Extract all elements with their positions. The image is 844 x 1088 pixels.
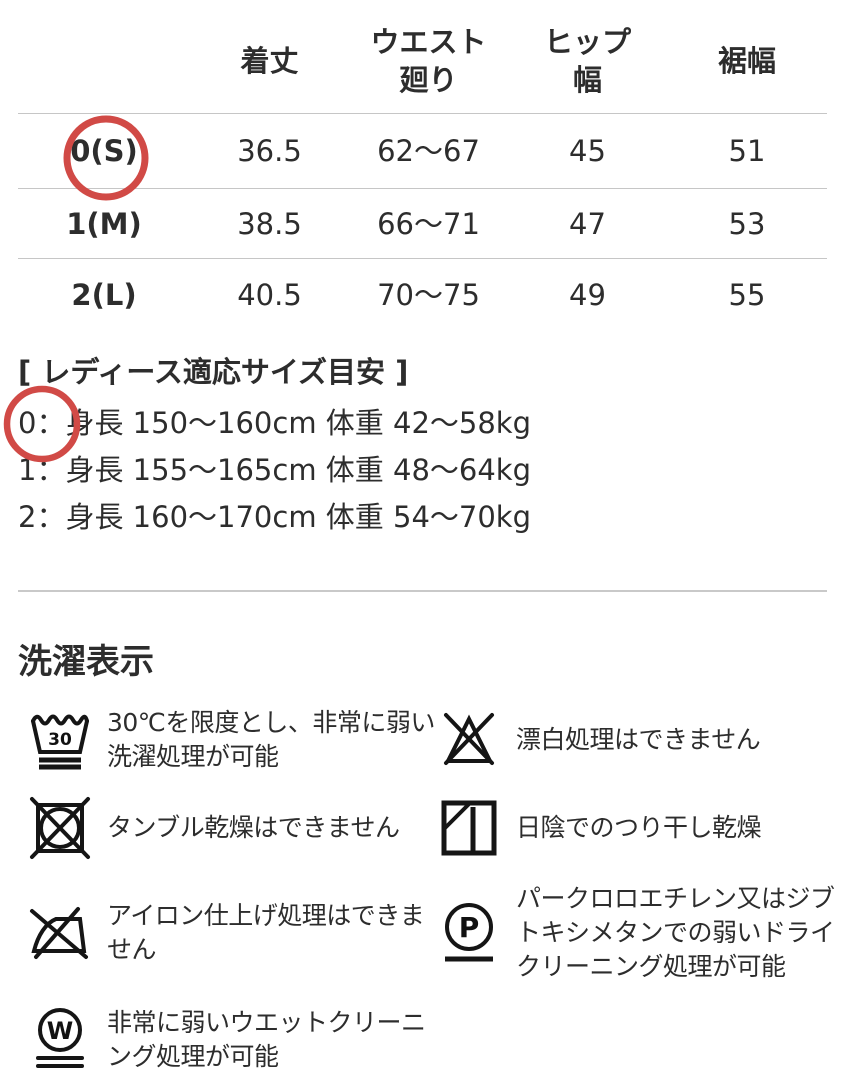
table-row-size-0s: 0(S) 36.5 62〜67 45 51 (18, 113, 827, 188)
waist-value: 62〜67 (377, 134, 480, 168)
care-item-no-iron: アイロン仕上げ処理はできません (28, 899, 437, 967)
no-tumble-dry-icon (30, 797, 90, 859)
size-chart-page: 着丈 ウエスト 廻り ヒップ 幅 裾幅 0(S) 36.5 62〜67 45 5… (0, 8, 844, 1088)
header-hem: 裾幅 (717, 43, 776, 78)
care-label: アイロン仕上げ処理はできません (107, 901, 425, 964)
header-waist: ウエスト 廻り (370, 24, 487, 97)
care-item-no-tumble-dry: タンブル乾燥はできません (28, 796, 437, 860)
svg-text:P: P (459, 911, 480, 944)
table-row-size-2l: 2(L) 40.5 70〜75 49 55 (18, 258, 827, 330)
care-label: 非常に弱いウエットクリーニング処理が可能 (107, 1008, 426, 1071)
hem-value: 53 (728, 206, 766, 241)
size-label: 2(L) (71, 277, 137, 312)
length-value: 38.5 (237, 206, 302, 241)
shade-line-dry-icon (441, 800, 497, 856)
table-header-row: 着丈 ウエスト 廻り ヒップ 幅 裾幅 (18, 8, 827, 113)
wet-clean-very-gentle-icon: W (36, 1008, 84, 1068)
wash-30c-very-gentle-icon: 30 (31, 714, 89, 770)
care-label: 漂白処理はできません (516, 725, 761, 754)
care-item-wet-clean-w: W 非常に弱いウエットクリーニング処理が可能 (28, 1006, 437, 1074)
care-item-shade-dry: 日陰でのつり干し乾燥 (437, 796, 836, 860)
length-value: 40.5 (237, 277, 302, 312)
hip-value: 45 (569, 134, 606, 168)
care-section-heading: 洗濯表示 (18, 642, 154, 682)
hip-value: 47 (569, 206, 606, 241)
waist-value: 70〜75 (377, 277, 480, 312)
care-label: 30℃を限度とし、非常に弱い洗濯処理が可能 (107, 708, 435, 771)
size-guide-line-0: 0：身長 150〜160cm 体重 42〜58kg (18, 406, 532, 440)
care-label: 日陰でのつり干し乾燥 (516, 813, 762, 842)
waist-value: 66〜71 (377, 206, 480, 241)
size-label: 1(M) (66, 206, 142, 241)
size-guide-title: [ レディース適応サイズ目安 ] (18, 355, 409, 389)
table-row-size-1m: 1(M) 38.5 66〜71 47 53 (18, 188, 827, 258)
care-item-wash: 30 30℃を限度とし、非常に弱い洗濯処理が可能 (28, 706, 437, 774)
length-value: 36.5 (237, 134, 302, 168)
section-divider (18, 590, 827, 592)
care-symbols-grid: 30 30℃を限度とし、非常に弱い洗濯処理が可能 漂白処理はできません タンブル… (28, 706, 836, 1074)
header-length: 着丈 (240, 43, 299, 78)
header-hip: ヒップ 幅 (543, 24, 631, 97)
size-guide-line-2: 2：身長 160〜170cm 体重 54〜70kg (18, 500, 532, 534)
no-iron-icon (30, 907, 88, 959)
care-item-no-bleach: 漂白処理はできません (437, 708, 836, 772)
hip-value: 49 (569, 277, 606, 312)
hem-value: 51 (728, 134, 766, 168)
dry-clean-p-gentle-icon: P (445, 903, 493, 962)
ladies-size-guide: [ レディース適応サイズ目安 ] 0：身長 150〜160cm 体重 42〜58… (18, 352, 826, 541)
size-guide-line-1: 1：身長 155〜165cm 体重 48〜64kg (18, 453, 532, 487)
size-spec-table: 着丈 ウエスト 廻り ヒップ 幅 裾幅 0(S) 36.5 62〜67 45 5… (18, 8, 827, 330)
svg-text:30: 30 (48, 730, 72, 750)
care-label: タンブル乾燥はできません (107, 813, 400, 842)
care-item-dry-clean-p: P パークロロエチレン又はジブトキシメタンでの弱いドライクリーニング処理が可能 (437, 882, 836, 984)
svg-text:W: W (47, 1017, 73, 1045)
care-label: パークロロエチレン又はジブトキシメタンでの弱いドライクリーニング処理が可能 (516, 884, 835, 981)
size-label: 0(S) (70, 134, 138, 168)
hem-value: 55 (728, 277, 766, 312)
no-bleach-icon (444, 713, 494, 765)
